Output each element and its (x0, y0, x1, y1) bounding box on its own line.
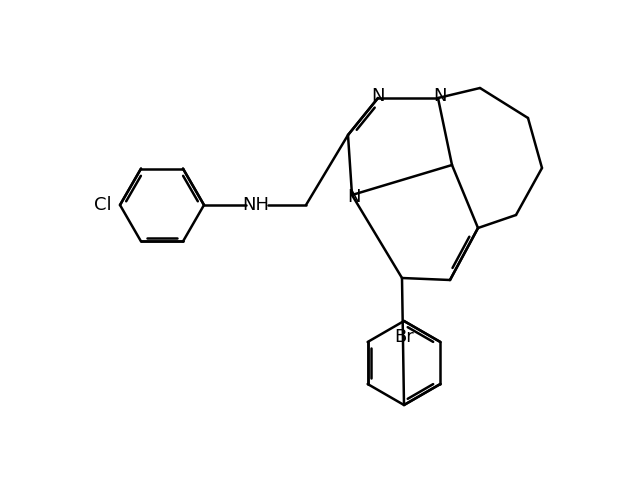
Text: N: N (433, 87, 447, 105)
Text: NH: NH (243, 196, 269, 214)
Text: Br: Br (394, 328, 414, 346)
Text: Cl: Cl (94, 196, 112, 214)
Text: N: N (348, 188, 361, 206)
Text: N: N (371, 87, 385, 105)
